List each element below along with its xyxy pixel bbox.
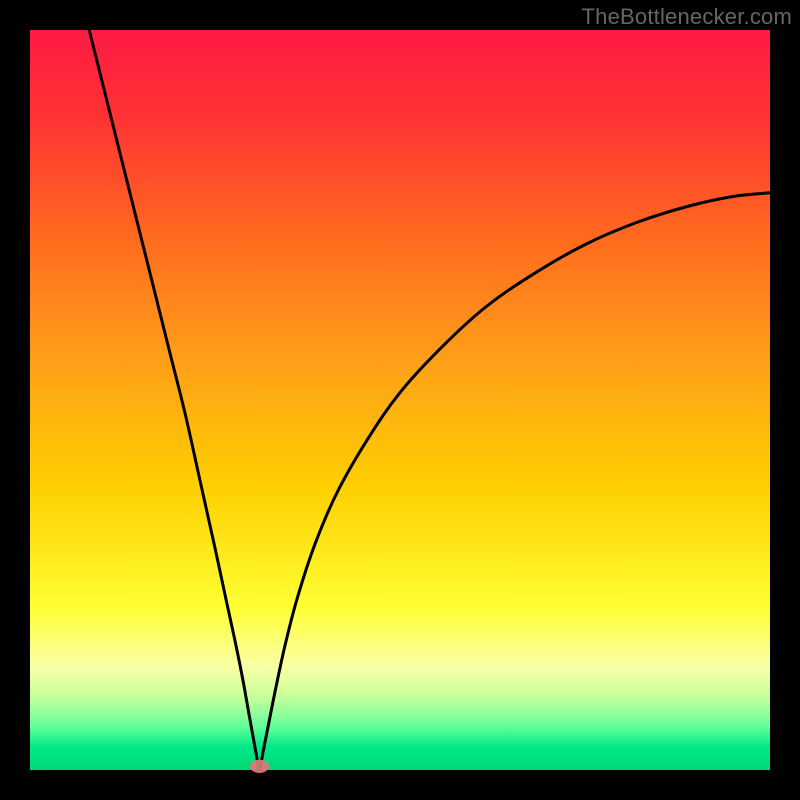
vertex-marker <box>250 760 269 773</box>
watermark-text: TheBottlenecker.com <box>582 4 792 30</box>
plot-background <box>30 30 770 770</box>
chart-container: TheBottlenecker.com <box>0 0 800 800</box>
bottleneck-curve-chart <box>0 0 800 800</box>
